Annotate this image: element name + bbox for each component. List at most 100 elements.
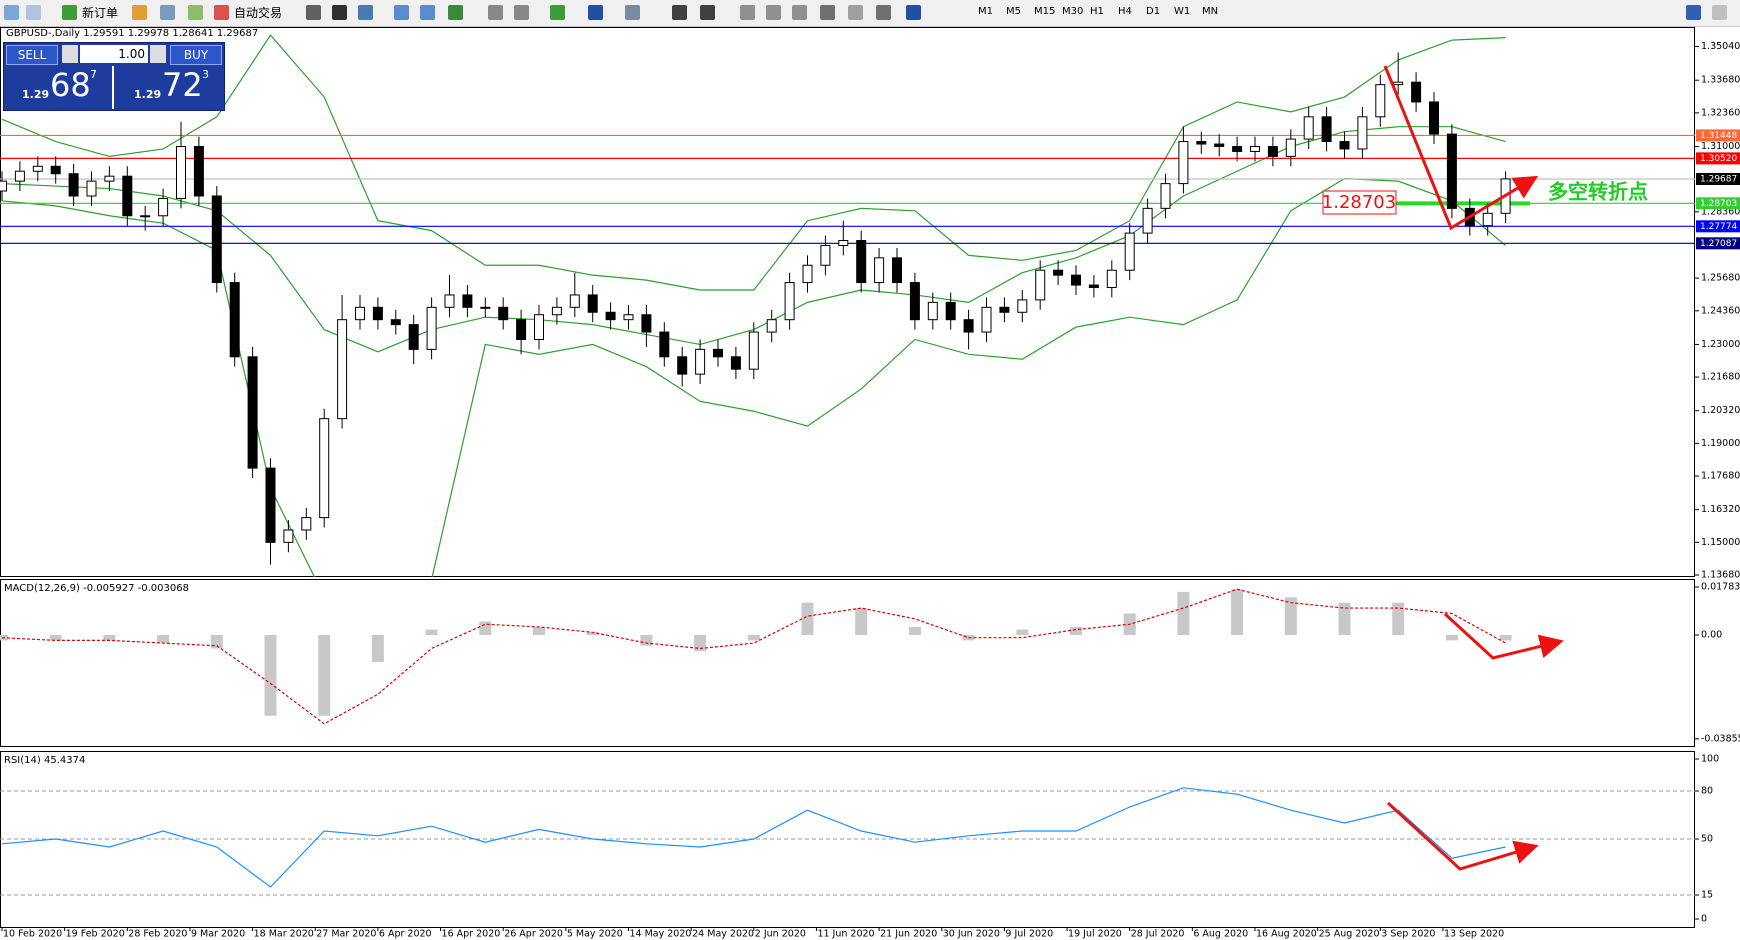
buy-price[interactable]: 1.29 72 3 [116,66,224,109]
icon[interactable] [1686,5,1701,20]
icon[interactable] [214,5,229,20]
macd-bar [586,632,599,635]
macd-bar [533,626,545,635]
x-tick-label: 9 Jul 2020 [1005,929,1053,940]
candle-body [498,306,509,321]
icon[interactable] [514,5,529,20]
icon[interactable] [700,5,715,20]
timeframe-button[interactable]: M30 [1062,6,1084,17]
candle-body [695,348,706,375]
candle-body [372,306,383,321]
lots-up[interactable] [150,45,166,63]
icon[interactable] [420,5,435,20]
candle-body [677,356,688,375]
candle-body [301,517,312,531]
icon[interactable] [848,5,863,20]
icon[interactable] [792,5,807,20]
icon[interactable] [1712,5,1727,20]
candle-body [1035,269,1046,301]
x-tick-label: 21 Jun 2020 [880,929,937,940]
icon[interactable] [588,5,603,20]
line [1,34,1506,291]
auto-trade-button[interactable]: 自动交易 [234,6,283,20]
icon[interactable] [332,5,347,20]
icon[interactable] [876,5,891,20]
new-order-button[interactable]: 新订单 [82,6,119,20]
y-tick-label: 1.24360 [1701,305,1740,316]
x-tick-label: 10 Feb 2020 [3,929,62,940]
icon[interactable] [306,5,321,20]
icon[interactable] [26,5,41,20]
candle-body [122,175,133,217]
level-label-bg [1696,152,1740,165]
y-tick-label: 1.16320 [1701,504,1740,515]
main-pane [0,27,1695,577]
icon[interactable] [394,5,409,20]
x-tick-label: 16 Apr 2020 [442,929,501,940]
icon[interactable] [188,5,203,20]
icon[interactable] [625,5,640,20]
macd-bar [1338,602,1351,635]
timeframe-button[interactable]: H4 [1118,6,1132,17]
icon[interactable] [488,5,503,20]
icon[interactable] [132,5,147,20]
y-tick-label: 1.17680 [1701,471,1740,482]
macd-bar [479,621,492,635]
rsi-plot [0,787,1695,896]
y-tick-label: 80 [1701,786,1713,797]
icon[interactable] [4,5,19,20]
icon[interactable] [358,5,373,20]
icon[interactable] [820,5,835,20]
x-tick-label: 9 Mar 2020 [191,929,245,940]
macd-bar [855,608,868,635]
candle-body [408,324,419,350]
icon[interactable] [62,5,77,20]
y-tick-label: 1.20320 [1701,405,1740,416]
candle-body [444,294,455,308]
macd-bar [425,629,438,635]
icon[interactable] [160,5,175,20]
sell-price[interactable]: 1.29 68 7 [4,66,114,109]
level-label: 1.27774 [1700,222,1737,232]
timeframe-button[interactable]: D1 [1146,6,1161,17]
level-label: 1.27087 [1700,239,1737,249]
icon[interactable] [766,5,781,20]
macd-bar [1070,626,1082,635]
candle-body [516,319,527,340]
candle-body [713,348,723,358]
candle-body [426,306,437,350]
icon[interactable] [448,5,463,20]
timeframe-button[interactable]: W1 [1174,6,1191,17]
y-tick-label: 1.15000 [1701,537,1740,548]
timeframe-button[interactable]: H1 [1090,6,1104,17]
buy-button[interactable]: BUY [170,45,222,65]
candle-body [104,175,115,182]
y-tick-label: 1.19000 [1701,438,1740,449]
lots-down[interactable] [62,45,78,63]
y-tick-label: 1.21680 [1701,372,1740,383]
rsi-title: RSI(14) 45.4374 [4,755,85,766]
lots-input[interactable]: 1.00 [80,45,148,63]
y-tick-label: 1.23000 [1701,339,1740,350]
timeframe-button[interactable]: M15 [1034,6,1056,17]
icon[interactable] [672,5,687,20]
icon[interactable] [906,5,921,20]
candle-body [265,467,276,543]
icon[interactable] [740,5,755,20]
timeframe-button[interactable]: M1 [978,6,993,17]
icon[interactable] [550,5,565,20]
x-tick-label: 6 Aug 2020 [1193,929,1248,940]
candle-body [1106,269,1117,289]
sell-button[interactable]: SELL [6,45,58,65]
candle-body [892,257,902,284]
annotations: 1.28703 多空转折点 [1322,65,1648,871]
macd-title: MACD(12,26,9) -0.005927 -0.003068 [4,583,189,594]
candle-body [86,180,97,197]
macd-bar [1445,635,1458,641]
candle-body [802,264,813,284]
candle-body [355,306,365,321]
timeframe-button[interactable]: M5 [1006,6,1021,17]
x-tick-label: 5 May 2020 [567,929,623,940]
timeframe-button[interactable]: MN [1202,6,1219,17]
trade-panel: SELL 1.00 BUY 1.29 68 7 1.29 72 3 [3,42,225,111]
